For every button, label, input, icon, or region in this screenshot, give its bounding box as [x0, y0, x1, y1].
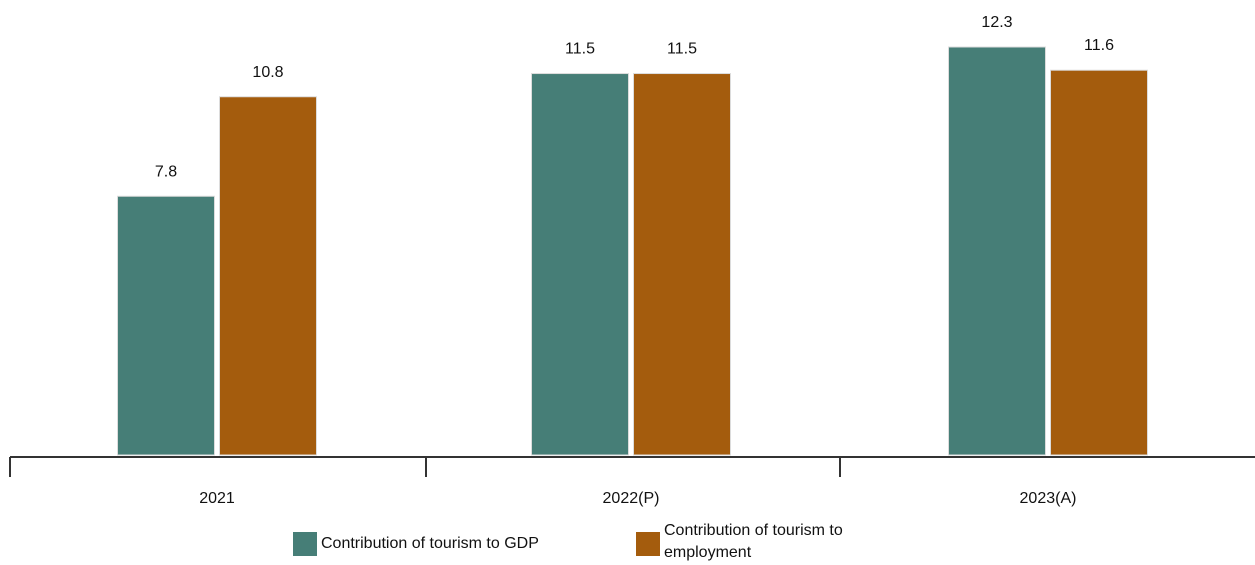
legend-swatch-gdp: [293, 532, 317, 556]
x-tick-labels-group: 2021 2022(P) 2023(A): [199, 490, 1076, 507]
bar-gdp-2022-p: [531, 73, 629, 456]
bar-employment-2023-a: [1050, 69, 1148, 456]
data-label-gdp-2022-p: 11.5: [565, 41, 595, 58]
legend-label-employment: Contribution of tourism to employment: [664, 522, 843, 561]
bar-gdp-2021: [117, 195, 215, 456]
data-label-employment-2023-a: 11.6: [1084, 37, 1114, 54]
data-label-gdp-2023-a: 12.3: [981, 14, 1012, 31]
data-label-employment-2021: 10.8: [252, 64, 283, 81]
data-label-gdp-2021: 7.8: [155, 163, 177, 180]
data-labels-group: 7.8 11.5 12.3 10.8 11.5 11.6: [155, 14, 1114, 180]
bar-employment-2021: [219, 96, 317, 456]
bar-gdp-2023-a: [948, 46, 1046, 456]
bar-employment-2022-p: [633, 73, 731, 456]
x-ticks-group: [9, 457, 841, 477]
x-tick-label-2021: 2021: [199, 490, 235, 507]
data-label-employment-2022-p: 11.5: [667, 41, 697, 58]
x-tick-label-2022-p: 2022(P): [603, 490, 660, 507]
legend-label-gdp: Contribution of tourism to GDP: [321, 535, 539, 552]
bars-group: [117, 46, 1148, 456]
x-tick-label-2023-a: 2023(A): [1020, 490, 1077, 507]
legend-swatch-employment: [636, 532, 660, 556]
